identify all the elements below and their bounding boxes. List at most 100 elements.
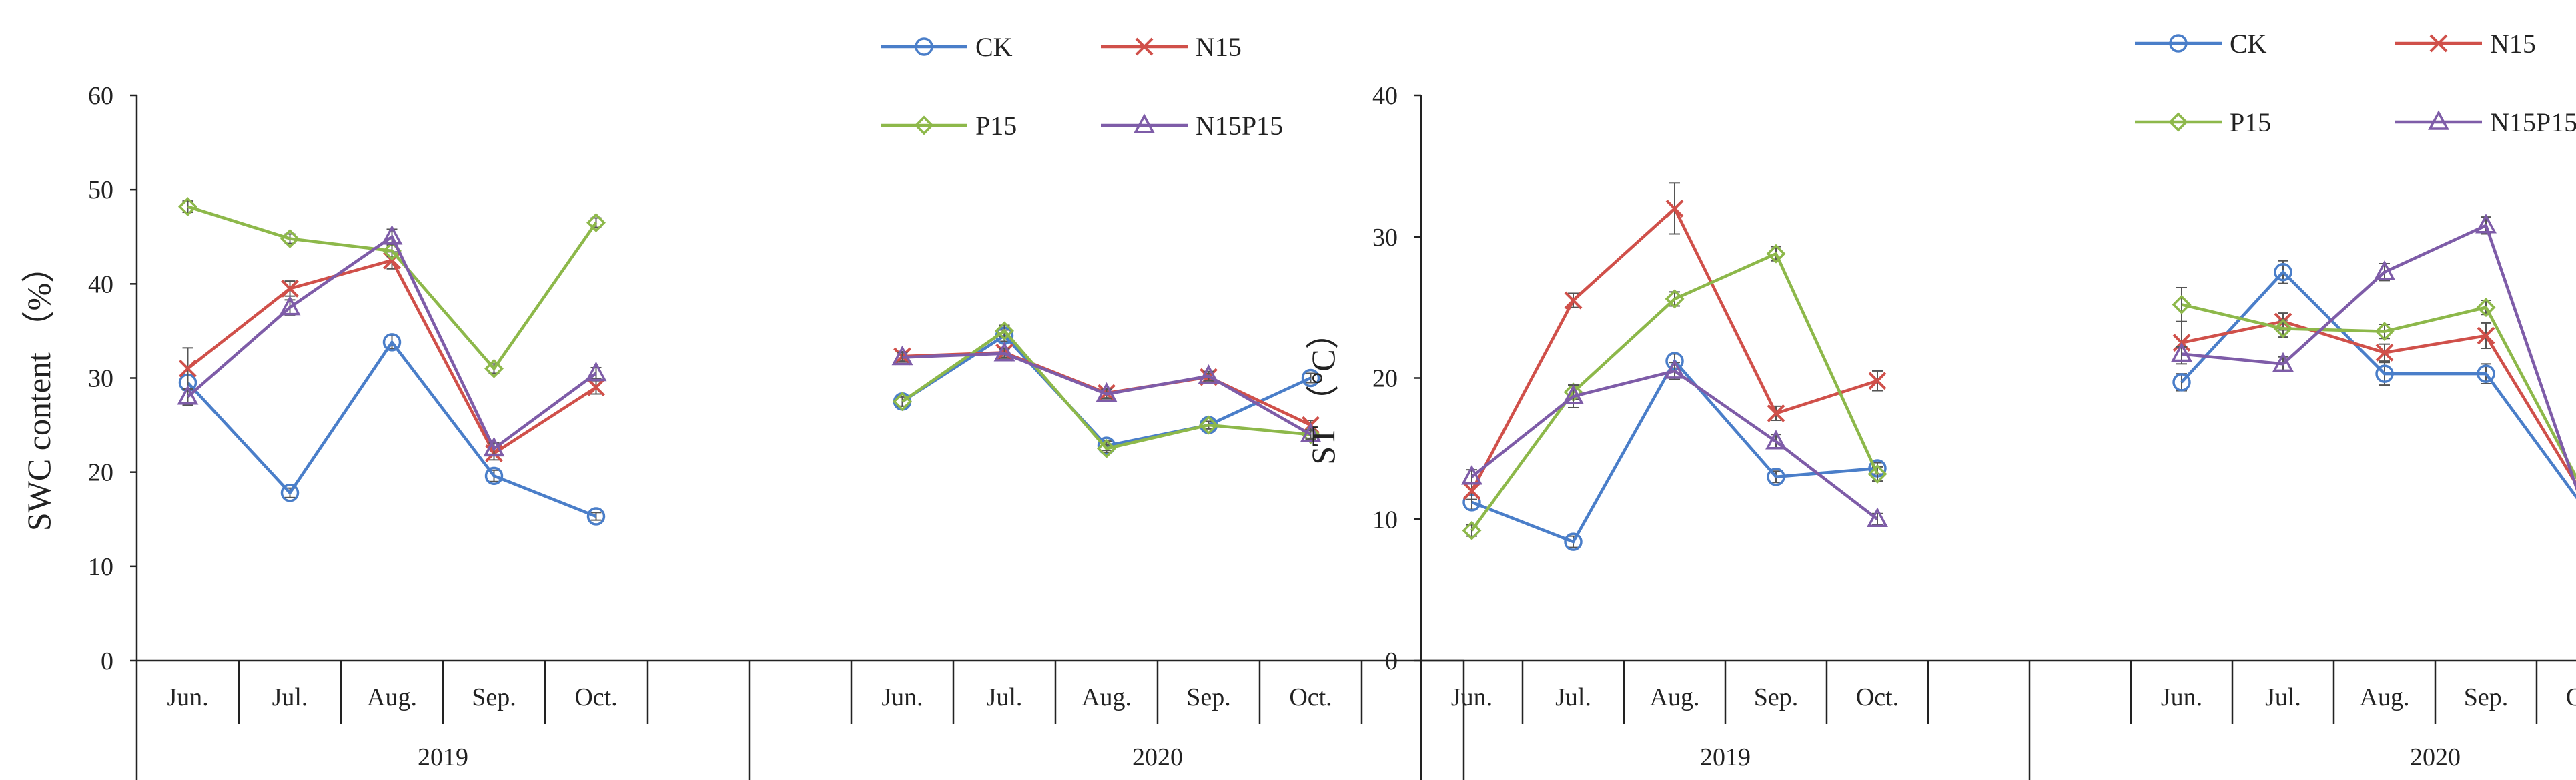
marker-point <box>280 229 300 249</box>
y-tick-label: 40 <box>1372 82 1398 110</box>
month-tick-label: Sep. <box>472 683 516 711</box>
month-tick-label: Jun. <box>881 683 923 711</box>
series-line <box>2181 303 2576 480</box>
y-tick-label: 30 <box>1372 224 1398 252</box>
y-tick-label: 0 <box>1385 647 1398 675</box>
month-tick-label: Jul. <box>987 683 1023 711</box>
marker-point <box>993 342 1015 362</box>
series-line <box>1470 252 1879 532</box>
marker-point <box>2172 373 2191 392</box>
marker-point <box>1867 507 1888 527</box>
month-tick-label: Jul. <box>2265 683 2301 711</box>
marker-point <box>2428 110 2449 130</box>
month-tick-label: Aug. <box>1650 683 1700 711</box>
y-tick-label: 50 <box>88 176 113 204</box>
marker-point <box>1564 532 1583 551</box>
marker-point <box>1563 384 1584 404</box>
legend-label: N15 <box>2490 29 2536 59</box>
month-tick-label: Jul. <box>1555 683 1591 711</box>
marker-point <box>178 197 197 217</box>
marker-point <box>893 392 912 412</box>
month-tick-label: Aug. <box>2360 683 2410 711</box>
legend-label: CK <box>975 32 1013 62</box>
marker-point <box>2274 262 2292 282</box>
marker-point <box>2375 322 2395 342</box>
marker-point <box>381 225 403 245</box>
marker-point <box>1665 289 1685 309</box>
series-line <box>1470 369 1879 521</box>
marker-point <box>1462 482 1481 500</box>
marker-point <box>2171 342 2192 362</box>
marker-point <box>281 279 299 298</box>
marker-point <box>1767 467 1785 486</box>
marker-point <box>586 507 606 526</box>
y-tick-label: 30 <box>88 365 113 393</box>
marker-point <box>2273 318 2293 338</box>
y-axis-label: SWC content （%） <box>20 250 57 531</box>
marker-point <box>995 321 1014 341</box>
year-label: 2020 <box>1132 743 1183 771</box>
marker-point <box>914 115 934 135</box>
month-tick-label: Jun. <box>1451 683 1492 711</box>
marker-point <box>382 333 402 352</box>
marker-point <box>483 436 505 457</box>
series-line <box>186 340 597 518</box>
y-tick-label: 20 <box>1372 365 1398 393</box>
month-tick-label: Oct. <box>574 683 617 711</box>
month-tick-label: Aug. <box>1082 683 1132 711</box>
series-n15p15 <box>177 225 1322 457</box>
marker-point <box>280 483 300 502</box>
y-tick-label: 0 <box>101 647 113 675</box>
marker-point <box>1766 244 1786 264</box>
legend-label: CK <box>2230 29 2267 59</box>
year-label: 2019 <box>1700 743 1751 771</box>
marker-point <box>1462 520 1482 540</box>
y-tick-label: 60 <box>88 82 113 110</box>
marker-point <box>1198 364 1220 384</box>
marker-point <box>1765 430 1787 450</box>
marker-point <box>1665 199 1684 218</box>
legend-label: N15P15 <box>2490 107 2576 137</box>
marker-point <box>585 361 607 382</box>
marker-point <box>279 295 301 316</box>
marker-point <box>2272 352 2294 372</box>
y-tick-label: 40 <box>88 270 113 298</box>
series-line <box>187 205 598 372</box>
series-line <box>902 352 1312 436</box>
month-tick-label: Oct. <box>2566 683 2576 711</box>
legend: CK N15P15 N15P15 <box>881 32 1283 141</box>
marker-point <box>2475 214 2497 234</box>
marker-point <box>915 37 933 56</box>
marker-point <box>1134 113 1155 133</box>
marker-point <box>1867 464 1887 484</box>
marker-point <box>177 385 199 405</box>
marker-point <box>1461 465 1482 485</box>
marker-point <box>2375 364 2394 383</box>
series-p15 <box>1462 244 2576 540</box>
series-line <box>2181 223 2576 491</box>
marker-point <box>2476 298 2496 318</box>
series-line <box>2180 270 2576 500</box>
marker-point <box>1199 415 1218 435</box>
marker-point <box>484 466 504 486</box>
marker-point <box>2375 343 2394 362</box>
series-line <box>187 234 597 451</box>
legend: CK N15P15 N15P15 <box>2135 29 2576 137</box>
marker-point <box>1301 368 1320 388</box>
marker-point <box>1096 382 1118 402</box>
marker-point <box>587 378 605 397</box>
marker-point <box>586 213 606 233</box>
y-tick-label: 20 <box>88 459 113 487</box>
marker-point <box>1564 291 1583 310</box>
marker-point <box>891 345 913 366</box>
marker-point <box>2374 260 2395 280</box>
marker-point <box>2429 34 2448 53</box>
legend-label: P15 <box>2230 107 2271 137</box>
month-tick-label: Sep. <box>1754 683 1799 711</box>
legend-label: N15P15 <box>1196 111 1283 141</box>
marker-point <box>1664 359 1685 379</box>
y-tick-label: 10 <box>88 553 113 581</box>
marker-point <box>179 359 197 378</box>
y-tick-label: 10 <box>1372 506 1398 534</box>
